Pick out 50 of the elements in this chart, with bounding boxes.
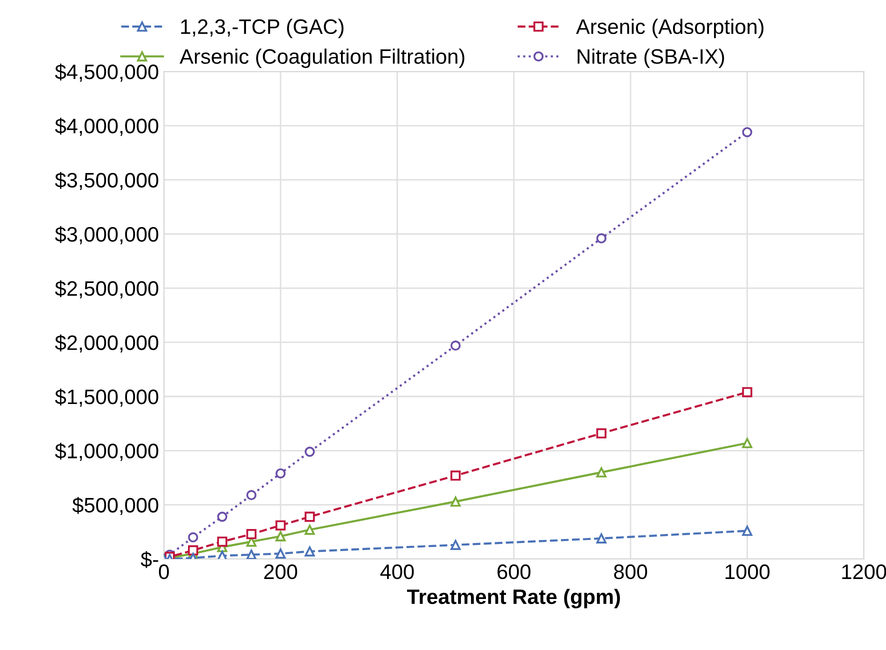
point	[742, 387, 752, 398]
legend-label: Arsenic (Coagulation Filtration)	[180, 48, 464, 68]
y-tick-label: $2,000,000	[55, 334, 158, 353]
point	[246, 529, 256, 540]
point	[596, 428, 606, 438]
legend-label: Arsenic (Adsorption)	[576, 18, 764, 38]
point	[188, 532, 198, 542]
point	[450, 470, 461, 481]
y-tick-label: $4,000,000	[55, 118, 158, 136]
point	[246, 490, 256, 500]
point	[275, 531, 286, 542]
point	[450, 540, 461, 550]
x-tick-label: 0	[158, 564, 169, 580]
legend-label: Nitrate (SBA-IX)	[578, 48, 724, 68]
x-tick-label: 600	[498, 564, 530, 580]
point	[450, 340, 461, 351]
point	[596, 533, 606, 544]
point	[450, 496, 461, 507]
point	[217, 550, 228, 559]
point	[217, 512, 228, 522]
point	[217, 536, 228, 547]
y-tick-label: $3,000,000	[55, 226, 158, 244]
y-tick-label: $500,000	[72, 496, 158, 516]
x-axis-title: Treatment Rate (gpm)	[407, 588, 620, 608]
point	[304, 546, 315, 556]
y-tick-label: $1,500,000	[55, 388, 158, 407]
point	[304, 512, 315, 522]
point	[246, 550, 256, 559]
point	[742, 526, 752, 536]
x-tick-label: 400	[380, 564, 414, 580]
x-tick-label: 800	[614, 564, 648, 580]
point	[275, 548, 286, 559]
point	[275, 520, 286, 530]
point	[742, 127, 752, 138]
x-tick-label: 200	[264, 564, 298, 580]
y-tick-label: $-	[140, 551, 158, 568]
x-tick-label: 1000	[726, 564, 770, 580]
point	[188, 545, 198, 556]
y-tick-label: $4,500,000	[55, 64, 158, 82]
point	[596, 467, 606, 478]
x-tick-label: 1200	[842, 564, 886, 580]
y-tick-label: $3,500,000	[55, 172, 158, 190]
point	[304, 524, 315, 535]
point	[304, 446, 315, 457]
point	[275, 468, 286, 478]
y-tick-label: $2,500,000	[55, 280, 158, 298]
point	[742, 438, 752, 448]
legend-label: 1,2,3,-TCP (GAC)	[181, 18, 344, 38]
y-tick-label: $1,000,000	[55, 442, 158, 461]
point	[596, 233, 606, 244]
